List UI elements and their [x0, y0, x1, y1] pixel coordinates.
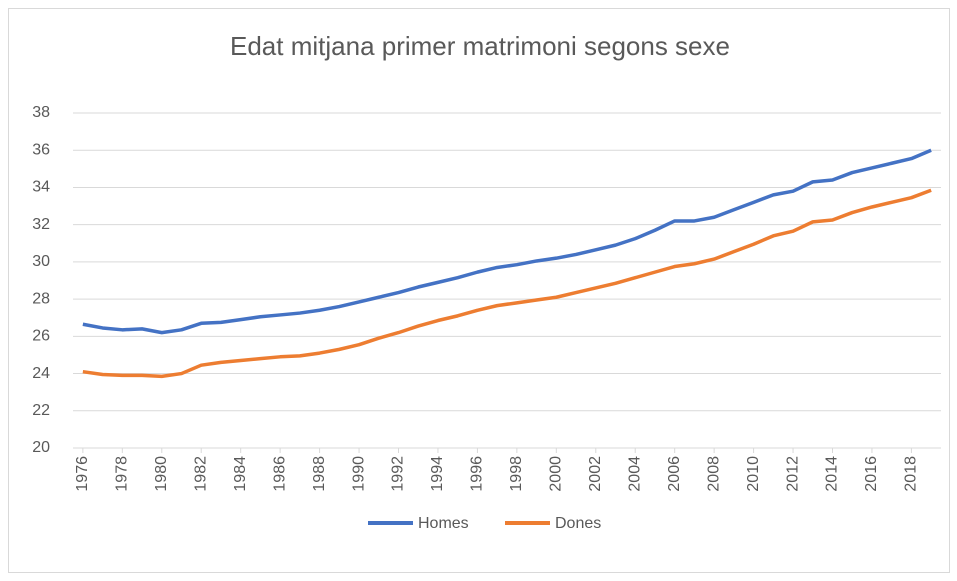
x-tick-label: 2016: [863, 456, 880, 492]
x-tick-label: 1982: [192, 456, 209, 492]
y-tick-label: 28: [32, 290, 50, 307]
x-tick-label: 1986: [271, 456, 288, 492]
y-tick-label: 22: [32, 402, 50, 419]
x-tick-label: 1994: [429, 456, 446, 492]
y-tick-label: 30: [32, 253, 50, 270]
x-tick-label: 1996: [469, 456, 486, 492]
y-tick-label: 26: [32, 328, 50, 345]
x-tick-label: 1980: [153, 456, 170, 492]
y-tick-label: 38: [32, 104, 50, 121]
x-tick-label: 1984: [232, 456, 249, 492]
chart-title: Edat mitjana primer matrimoni segons sex…: [230, 31, 730, 61]
x-tick-label: 1988: [311, 456, 328, 492]
x-tick-label: 2014: [824, 456, 841, 492]
x-tick-label: 2000: [548, 456, 565, 492]
y-tick-label: 32: [32, 216, 50, 233]
x-tick-label: 1990: [350, 456, 367, 492]
x-tick-label: 1976: [74, 456, 91, 492]
x-tick-label: 2012: [784, 456, 801, 492]
x-tick-label: 2010: [745, 456, 762, 492]
x-tick-label: 1998: [508, 456, 525, 492]
x-tick-label: 1992: [390, 456, 407, 492]
legend-label: Homes: [418, 515, 469, 532]
y-tick-label: 24: [32, 365, 50, 382]
x-tick-label: 2008: [705, 456, 722, 492]
y-tick-label: 34: [32, 179, 50, 196]
x-tick-label: 2006: [666, 456, 683, 492]
chart-frame: [8, 8, 950, 573]
x-tick-label: 2018: [903, 456, 920, 492]
legend-label: Dones: [555, 515, 601, 532]
y-tick-label: 36: [32, 141, 50, 158]
y-tick-label: 20: [32, 439, 50, 456]
x-tick-label: 1978: [114, 456, 131, 492]
line-series: [82, 148, 932, 335]
line-series: [82, 188, 932, 379]
x-tick-label: 2004: [626, 456, 643, 492]
x-tick-label: 2002: [587, 456, 604, 492]
